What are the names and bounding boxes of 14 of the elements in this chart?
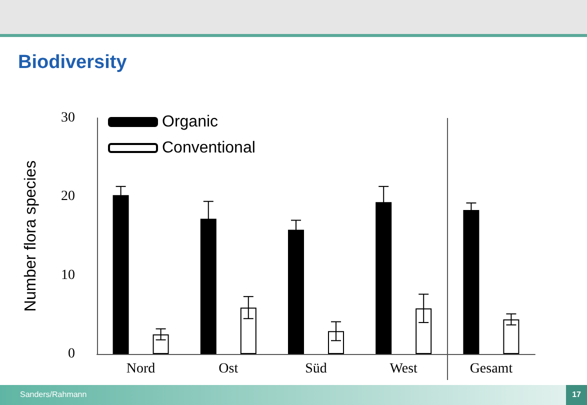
footer-band: Sanders/Rahmann 17 (0, 385, 587, 405)
y-tick-label: 30 (61, 110, 75, 126)
x-tick-label: Süd (305, 362, 327, 376)
y-tick-label: 0 (68, 346, 75, 362)
y-axis-title: Number flora species (22, 160, 40, 312)
y-tick-label: 10 (61, 268, 75, 283)
y-tick-label: 20 (61, 189, 75, 204)
legend-label: Organic (162, 114, 218, 130)
x-tick-label: Gesamt (470, 362, 513, 376)
x-tick-label: Nord (126, 362, 156, 376)
x-tick-label: West (390, 362, 418, 376)
chart-title: Biodiversity (18, 52, 127, 74)
legend-label: Conventional (162, 140, 256, 156)
x-tick-label: Ost (218, 362, 238, 376)
